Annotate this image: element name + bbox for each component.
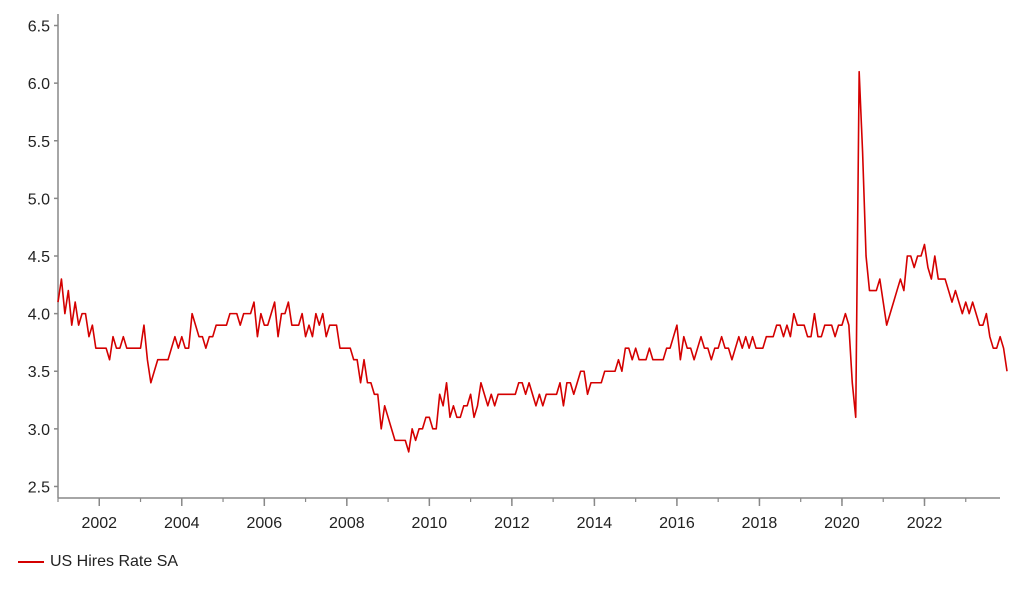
y-tick-label: 3.5 <box>28 364 50 381</box>
x-tick-label: 2008 <box>329 515 365 532</box>
x-tick-label: 2016 <box>659 515 695 532</box>
legend-label: US Hires Rate SA <box>50 553 179 570</box>
legend: US Hires Rate SA <box>18 553 178 571</box>
x-tick-label: 2012 <box>494 515 530 532</box>
x-tick-label: 2020 <box>824 515 860 532</box>
y-tick-label: 4.5 <box>28 249 50 266</box>
series-line-us-hires-rate <box>57 70 1008 453</box>
y-tick-label: 5.0 <box>28 191 50 208</box>
x-tick-label: 2014 <box>577 515 613 532</box>
series-group <box>57 70 1008 453</box>
x-tick-label: 2004 <box>164 515 200 532</box>
x-tick-label: 2010 <box>412 515 448 532</box>
y-tick-label: 3.0 <box>28 422 50 439</box>
x-tick-label: 2002 <box>81 515 117 532</box>
legend-swatch <box>18 561 44 563</box>
y-tick-label: 2.5 <box>28 479 50 496</box>
y-tick-label: 6.5 <box>28 19 50 36</box>
y-tick-label: 6.0 <box>28 76 50 93</box>
y-tick-label: 5.5 <box>28 134 50 151</box>
x-axis-ticks: 2002 2004 2006 2008 2010 2012 2014 2016 2018 2020… <box>57 498 967 532</box>
y-tick-label: 4.0 <box>28 307 50 324</box>
x-tick-label: 2006 <box>247 515 283 532</box>
x-tick-label: 2022 <box>907 515 943 532</box>
y-axis-ticks: 2.5 3.0 3.5 4.0 4.5 5.0 5.5 6.0 6.5 <box>28 19 58 496</box>
x-tick-label: 2018 <box>742 515 778 532</box>
